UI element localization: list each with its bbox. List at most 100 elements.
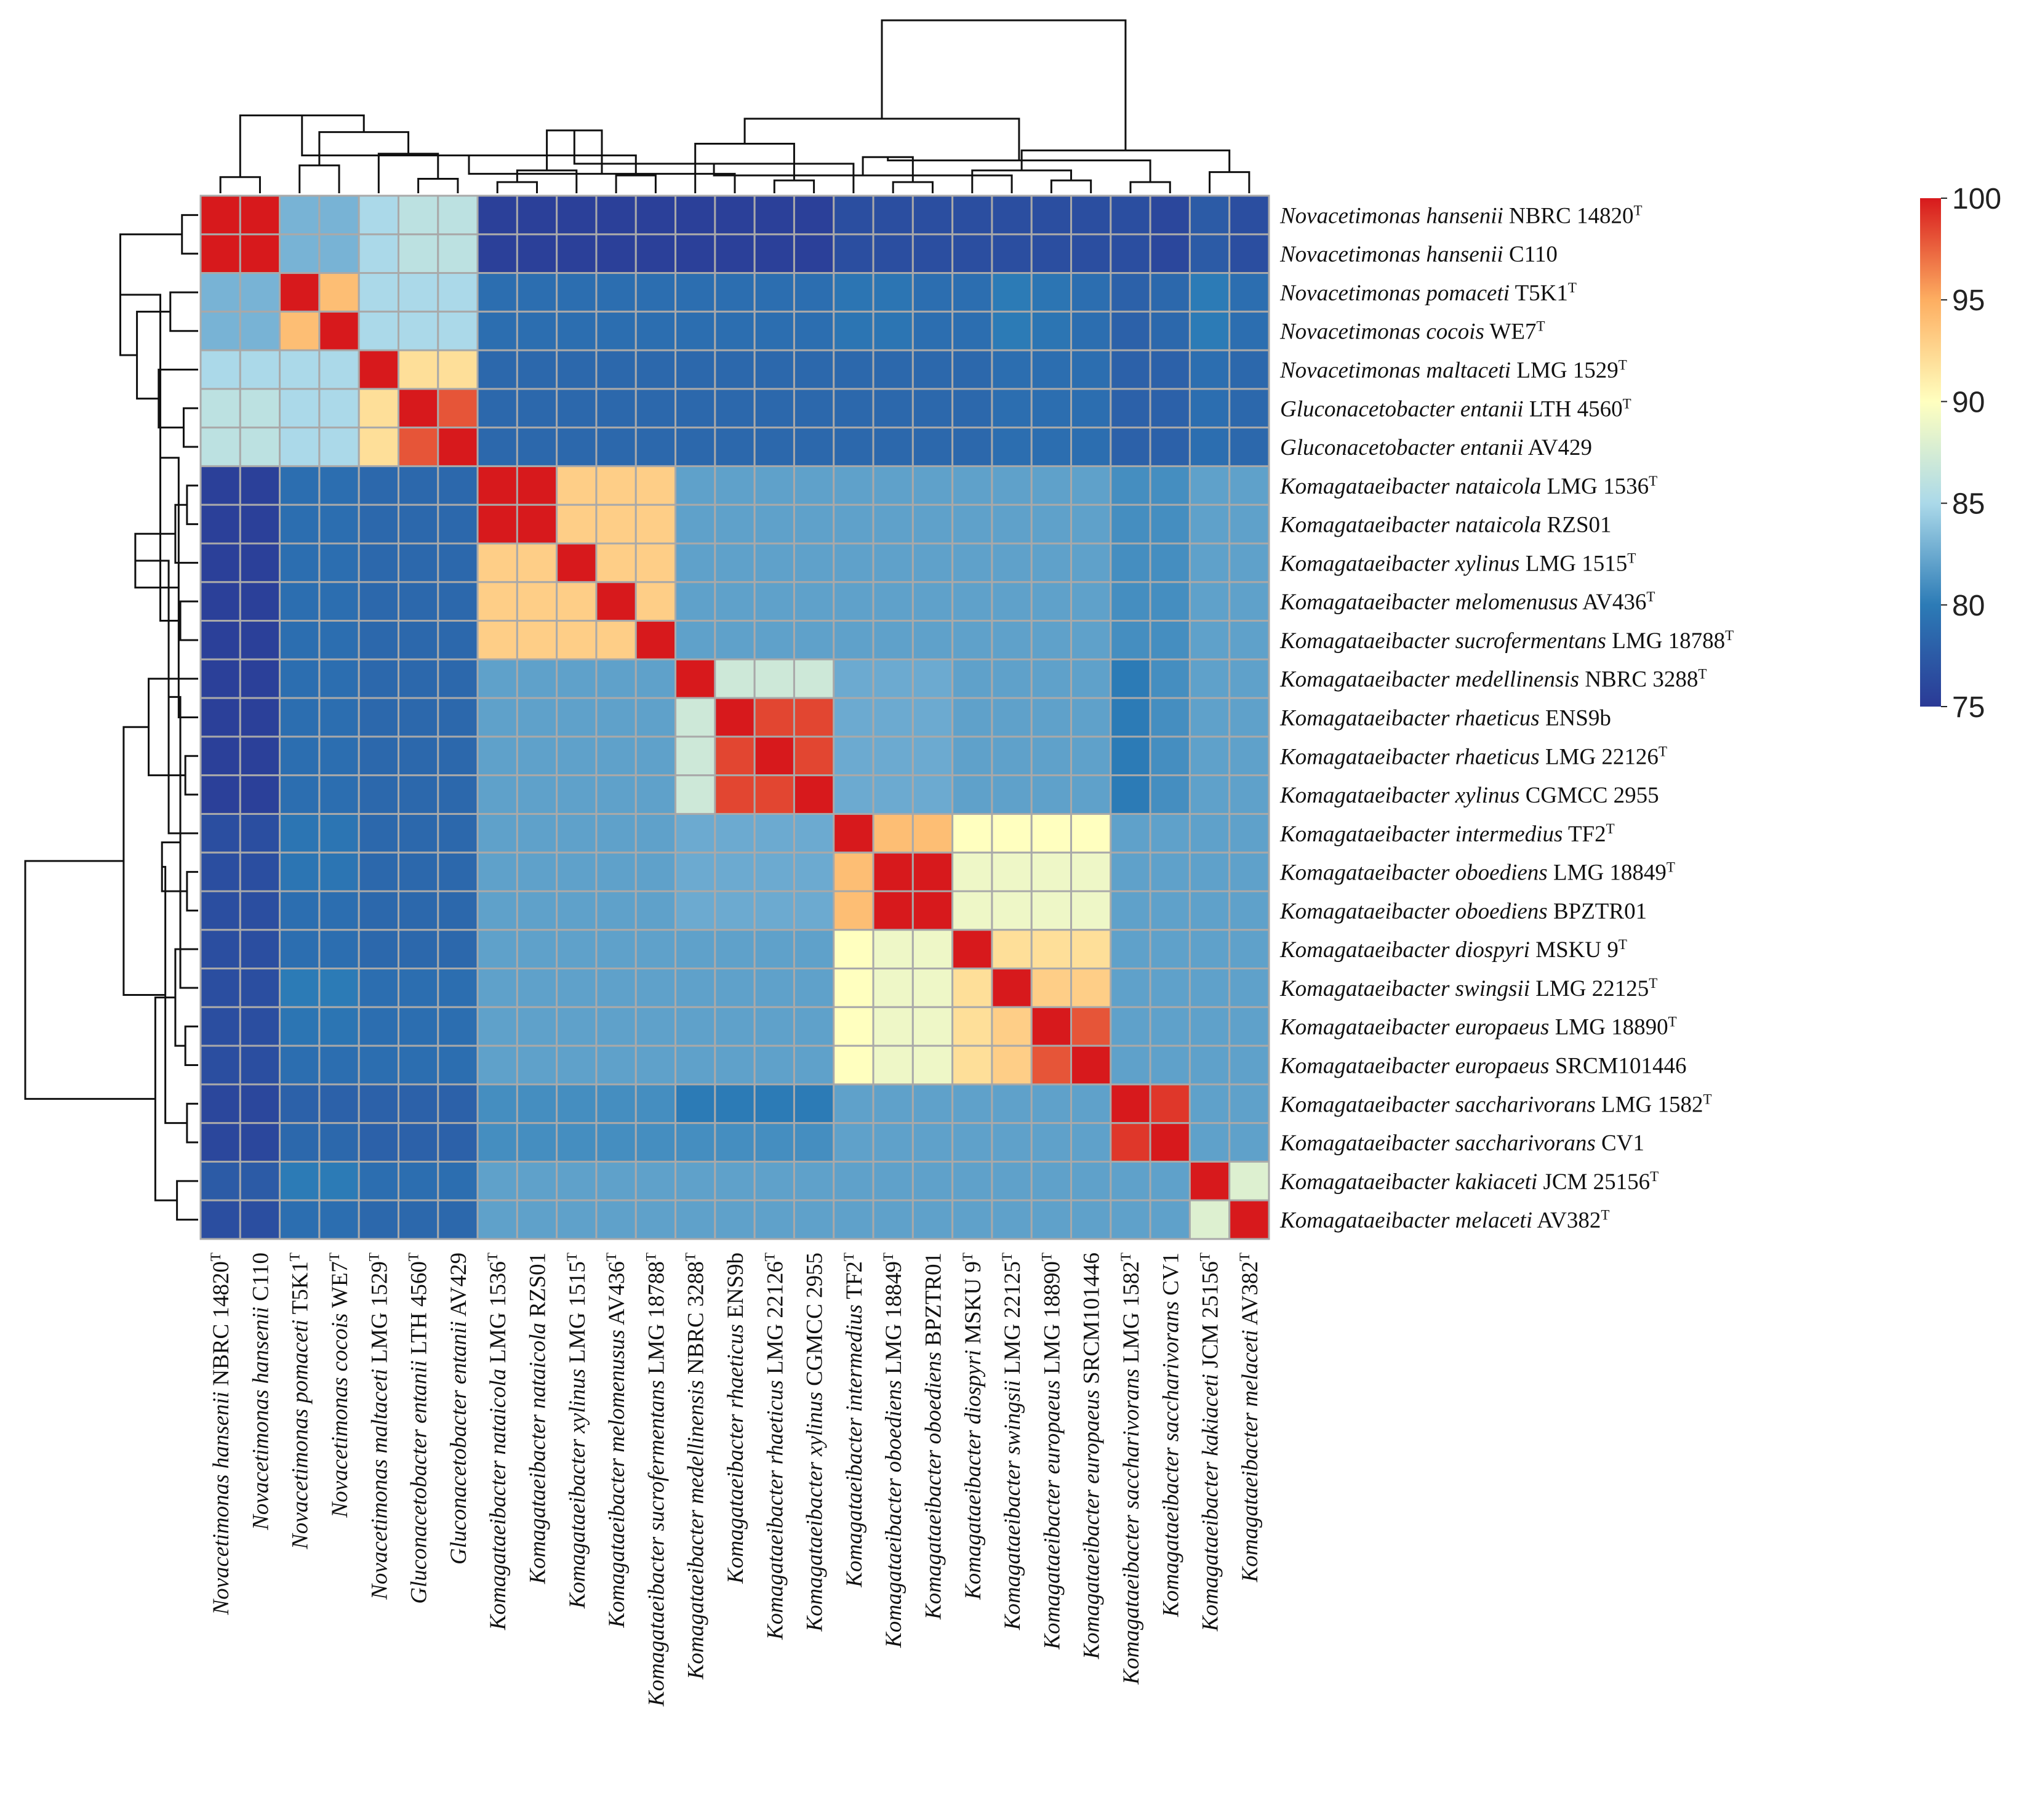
heatmap-cell: [911, 658, 954, 699]
heatmap-cell: [991, 890, 1033, 931]
heatmap-cell: [753, 1199, 795, 1240]
dendrogram-branch: [892, 181, 934, 193]
heatmap-cell: [199, 620, 241, 660]
heatmap-cell: [1110, 272, 1151, 313]
heatmap-cell: [595, 388, 637, 429]
heatmap-cell: [595, 812, 637, 854]
heatmap-cell: [833, 890, 874, 931]
heatmap-cell: [872, 581, 914, 622]
heatmap-cell: [397, 658, 439, 699]
colorbar-tick-label: 95: [1952, 284, 1985, 317]
dendrogram-branch: [122, 726, 166, 996]
heatmap-cell: [1070, 851, 1112, 892]
heatmap-cell: [714, 1199, 756, 1240]
heatmap-cell: [239, 1083, 281, 1124]
column-label: Komagataeibacter kakiaceti JCM 25156T: [1198, 1253, 1223, 1632]
heatmap-cell: [833, 194, 874, 236]
heatmap-cell: [595, 310, 637, 351]
heatmap-cell: [674, 503, 716, 545]
heatmap-cell: [872, 233, 914, 275]
heatmap-cell: [1030, 890, 1073, 931]
heatmap-cell: [753, 272, 795, 313]
heatmap-cell: [753, 1122, 795, 1163]
heatmap-cell: [833, 310, 874, 351]
heatmap-cell: [1228, 1044, 1270, 1086]
heatmap-cell: [833, 620, 874, 660]
heatmap-cell: [595, 272, 637, 313]
heatmap-cell: [793, 851, 835, 892]
heatmap-cell: [516, 194, 558, 236]
heatmap-cell: [1149, 851, 1191, 892]
heatmap-cell: [199, 1006, 241, 1047]
heatmap-cell: [516, 1160, 558, 1201]
heatmap-cell: [358, 774, 399, 815]
heatmap-cell: [476, 1083, 518, 1124]
dendrogram-branch: [971, 169, 1073, 193]
heatmap-cell: [872, 1006, 914, 1047]
heatmap-cell: [476, 774, 518, 815]
heatmap-cell: [674, 851, 716, 892]
heatmap-cell: [674, 1083, 716, 1124]
heatmap-cell: [951, 1044, 993, 1086]
heatmap-cell: [239, 658, 281, 699]
heatmap-cell: [279, 812, 321, 854]
heatmap-cell: [674, 1006, 716, 1047]
heatmap-cell: [199, 427, 241, 467]
heatmap-cell: [595, 697, 637, 738]
heatmap-cell: [595, 1006, 637, 1047]
heatmap-cell: [1188, 233, 1231, 275]
heatmap-cell: [1188, 1199, 1231, 1240]
heatmap-cell: [318, 349, 360, 390]
column-label: Komagataeibacter xylinus CGMCC 2955: [802, 1253, 828, 1632]
heatmap-cell: [595, 503, 637, 545]
heatmap-cell: [1149, 620, 1191, 660]
heatmap-cell: [1070, 1083, 1112, 1124]
heatmap-cell: [318, 503, 360, 545]
heatmap-cell: [793, 658, 835, 699]
heatmap-cell: [358, 388, 399, 429]
heatmap-cell: [239, 812, 281, 854]
heatmap-cell: [793, 929, 835, 970]
heatmap-cell: [714, 620, 756, 660]
heatmap-cell: [199, 890, 241, 931]
heatmap-cell: [872, 1044, 914, 1086]
heatmap-cell: [318, 812, 360, 854]
row-label: Komagataeibacter xylinus CGMCC 2955: [1279, 783, 1659, 808]
heatmap-cell: [437, 1160, 479, 1201]
heatmap-cell: [516, 658, 558, 699]
heatmap-cell: [1070, 812, 1112, 854]
dendrogram-branch: [176, 1180, 198, 1221]
dendrogram-branch: [417, 177, 459, 193]
column-label: Komagataeibacter europaeus SRCM101446: [1079, 1253, 1105, 1660]
heatmap-cell: [833, 812, 874, 854]
heatmap-cell: [1110, 929, 1151, 970]
heatmap-cell: [358, 272, 399, 313]
heatmap-cell: [1110, 774, 1151, 815]
column-label: Komagataeibacter nataicola RZS01: [526, 1253, 551, 1585]
heatmap-cell: [1149, 503, 1191, 545]
heatmap-cell: [1149, 1044, 1191, 1086]
heatmap-cell: [793, 736, 835, 777]
heatmap-cell: [318, 774, 360, 815]
heatmap-cell: [595, 349, 637, 390]
heatmap-cell: [516, 388, 558, 429]
heatmap-cell: [1030, 1044, 1073, 1086]
heatmap-cell: [634, 310, 677, 351]
heatmap-cell: [358, 697, 399, 738]
heatmap-cell: [833, 1044, 874, 1086]
heatmap-cell: [279, 427, 321, 467]
heatmap-cell: [793, 542, 835, 583]
heatmap-cell: [476, 620, 518, 660]
heatmap-cell: [279, 890, 321, 931]
heatmap-cell: [199, 1083, 241, 1124]
heatmap-cell: [674, 968, 716, 1008]
heatmap-cell: [358, 1083, 399, 1124]
row-label: Komagataeibacter saccharivorans LMG 1582…: [1279, 1091, 1712, 1117]
column-label: Komagataeibacter saccharivorans LMG 1582…: [1118, 1253, 1144, 1685]
heatmap-cell: [397, 310, 439, 351]
heatmap-cell: [476, 349, 518, 390]
heatmap-cell: [318, 736, 360, 777]
heatmap-cell: [239, 1006, 281, 1047]
heatmap-cell: [634, 465, 677, 506]
heatmap-cell: [1030, 929, 1073, 970]
